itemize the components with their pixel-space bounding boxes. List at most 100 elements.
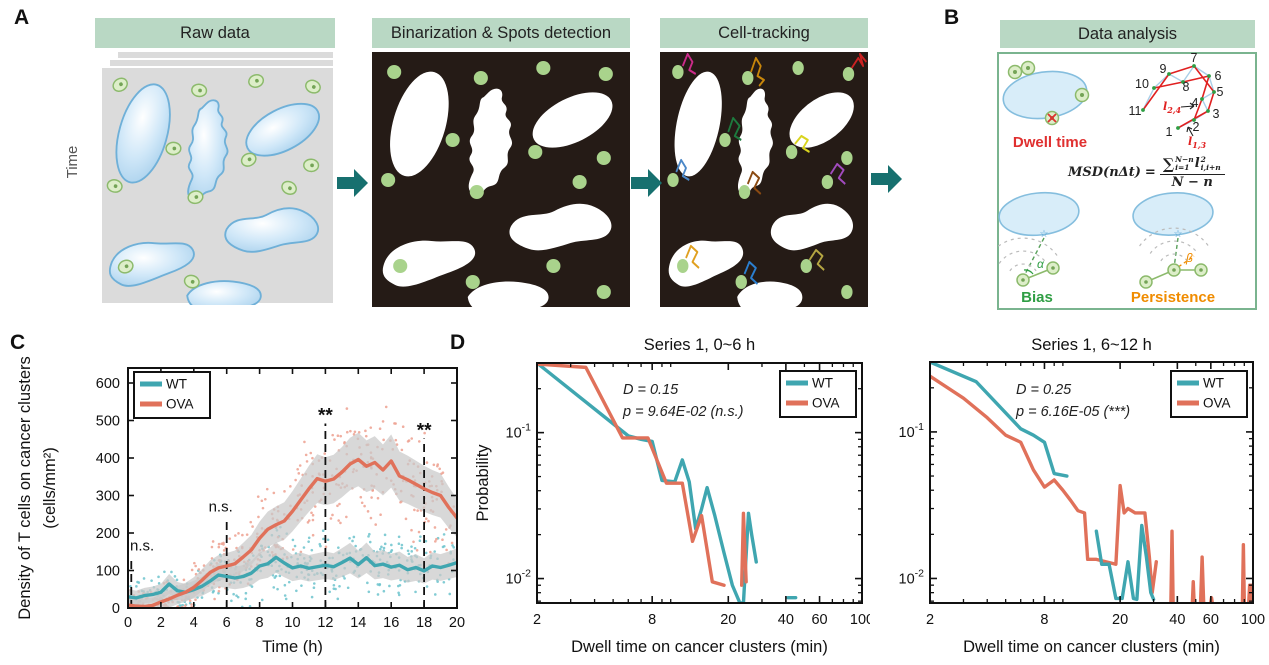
scatter-dot [220,542,224,546]
scatter-dot [175,578,179,582]
scatter-dot [382,589,386,593]
y-tick-label: 10-1 [899,421,925,441]
cancer-cluster-blob [187,99,229,201]
scatter-dot [256,495,260,498]
stat-line: D = 0.25 [1016,382,1072,398]
cell-track [829,162,846,185]
seg-label-sub: 1,3 [1192,140,1206,150]
t-cell [106,179,123,193]
scatter-dot [217,542,221,546]
range-arc [1139,227,1209,247]
x-axis-title: Time (h) [262,638,323,656]
target-star: ☆ [1040,229,1049,240]
scatter-dot [399,500,402,504]
scatter-dot [397,591,400,595]
scatter-dot [184,604,187,607]
scatter-dot [311,513,315,517]
scatter-dot [337,546,340,549]
scatter-dot [321,529,325,532]
scatter-dot [366,581,369,585]
series-line-wt [930,362,1069,478]
scatter-dot [434,540,437,543]
scatter-dot [412,540,415,544]
legend-label: OVA [812,396,840,411]
scatter-dot [304,453,308,457]
x-tick-label: 60 [1203,612,1219,628]
t-cell [165,141,182,156]
formula-denominator: N − n [1171,174,1213,190]
t-cell [281,180,297,195]
scatter-dot [433,526,437,529]
scatter-dot [384,405,388,409]
scatter-dot [433,550,436,553]
cancer-cluster-blob [186,280,262,305]
t-cell-nucleus [1013,70,1017,74]
scatter-dot [393,422,396,425]
scatter-dot [142,577,146,580]
tracked-cell [735,275,747,289]
scatter-dot [410,437,414,440]
stat-line: p = 9.64E-02 (n.s.) [622,404,744,420]
scatter-dot [272,491,276,495]
scatter-dot [305,460,309,463]
x-tick-label: 10 [284,615,300,631]
scatter-dot [397,593,401,597]
detected-spot [598,67,613,81]
scatter-dot [444,528,448,531]
cancer-cluster-mask [674,71,722,177]
scatter-dot [310,548,314,552]
scatter-dot [194,598,197,602]
alpha-label: α [1037,257,1045,271]
legend-box [1170,370,1248,418]
bias-label: Bias [1021,289,1053,306]
trajectory-number: 11 [1129,104,1142,118]
scatter-dot [135,585,138,588]
x-tick-label: 12 [317,615,333,631]
series-line-ova [739,511,748,587]
target-star: ☆ [1174,229,1183,240]
displacement-chord [1182,75,1210,83]
detected-spot [473,71,488,85]
t-cell-nucleus [198,88,202,93]
scatter-dot [383,533,387,537]
detected-spot [381,173,396,187]
scatter-dot [416,509,419,512]
t-cell-nucleus [194,195,199,199]
scatter-dot [297,472,301,475]
plot-area [537,363,798,603]
scatter-dot [441,538,444,542]
range-arc [1149,240,1199,254]
x-tick-label: 20 [449,615,465,631]
stat-line: D = 0.15 [623,382,679,398]
trajectory-point [1206,109,1210,113]
series-line-ova [1190,580,1196,603]
scatter-dot [230,599,233,603]
detected-spot [469,185,484,199]
detected-spot [528,145,543,159]
trajectory-number: 8 [1183,80,1190,94]
scatter-dot [163,570,166,574]
t-cell [191,83,208,98]
x-tick-label: 40 [1169,612,1185,628]
x-tick-label: 100 [1241,612,1265,628]
scatter-dot [406,440,410,443]
scatter-dot [213,597,216,601]
step-header-raw-data: Raw data [95,18,335,48]
x-tick-label: 40 [778,612,794,628]
scatter-dot [382,546,386,550]
scatter-dot [442,580,446,584]
scatter-dot [378,582,382,586]
scatter-dot [438,467,441,471]
scatter-dot [406,549,410,553]
binarization-micrograph [372,52,630,307]
x-tick-label: 8 [256,615,264,631]
beta-label: β [1185,251,1193,265]
scatter-dot [170,570,173,574]
seg-label-sub: 2,4 [1166,105,1181,115]
detected-spot [596,151,611,165]
y-tick-label: 0 [112,601,120,617]
trajectory-number: 1 [1166,125,1173,139]
scatter-dot [311,456,314,460]
scatter-dot [413,546,417,550]
scatter-dot [197,568,201,571]
